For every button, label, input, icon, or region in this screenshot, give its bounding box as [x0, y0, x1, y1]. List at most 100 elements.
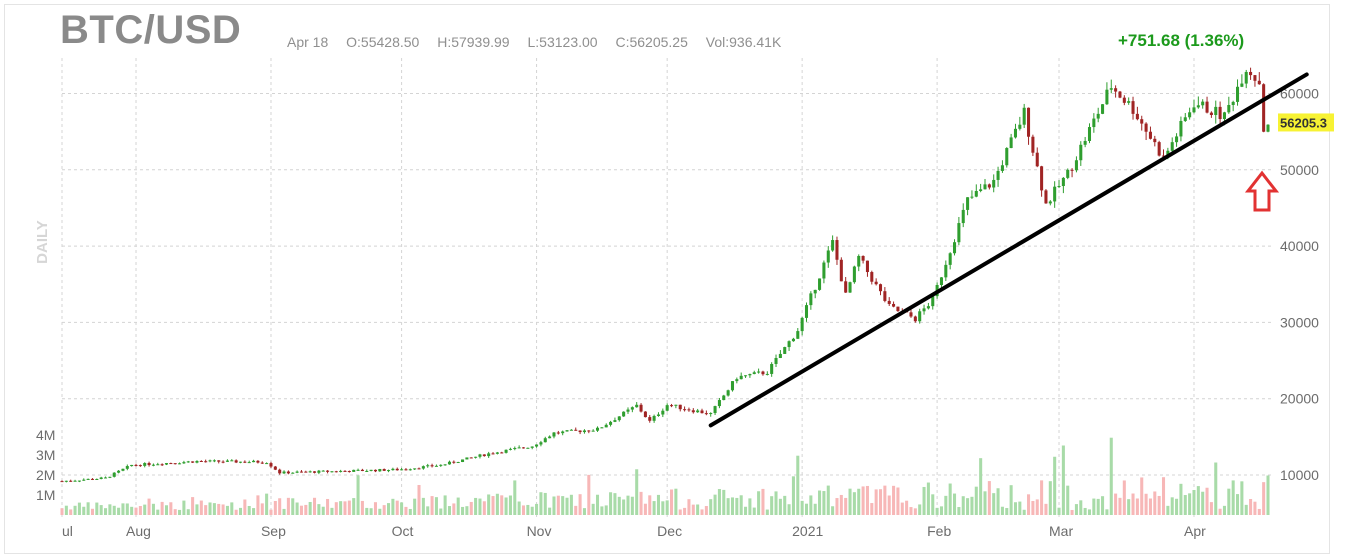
candle-body — [1157, 142, 1161, 156]
volume-bar — [504, 497, 508, 515]
candle-body — [286, 471, 290, 474]
volume-bar — [434, 497, 438, 515]
volume-bar — [700, 509, 704, 515]
volume-bar — [1074, 504, 1078, 515]
volume-bar — [974, 486, 978, 515]
candle-body — [1044, 190, 1048, 204]
volume-bar — [112, 505, 116, 515]
candle-body — [400, 469, 404, 471]
candle-body — [143, 463, 147, 466]
candle-body — [1048, 201, 1052, 204]
volume-bar — [787, 504, 791, 515]
candle-body — [970, 196, 974, 198]
x-tick-label: Dec — [657, 523, 682, 539]
candle-body — [334, 471, 338, 473]
candle-body — [726, 390, 730, 396]
volume-bar — [774, 491, 778, 515]
candle-body — [500, 452, 504, 454]
candle-body — [269, 463, 273, 467]
candle-body — [225, 460, 229, 462]
volume-bar — [804, 503, 809, 515]
volume-bar — [1083, 507, 1087, 515]
volume-bar — [217, 503, 221, 515]
volume-bar — [1170, 497, 1174, 515]
candle-body — [465, 457, 469, 460]
volume-bar — [909, 507, 913, 515]
volume-bar — [282, 508, 286, 515]
volume-bar — [844, 497, 848, 515]
candle-body — [661, 410, 665, 415]
candle-body — [404, 469, 408, 471]
volume-bar — [630, 496, 634, 515]
volume-bar — [1161, 477, 1166, 515]
candle-body — [112, 472, 116, 477]
x-tick-label: Aug — [126, 523, 151, 539]
ohlc-date: Apr 18 — [287, 34, 329, 50]
y-tick-label: 60000 — [1280, 86, 1319, 102]
volume-bar — [818, 490, 822, 515]
volume-bar — [430, 496, 434, 515]
candle-body — [1031, 136, 1035, 153]
volume-bar — [722, 489, 726, 515]
candle-body — [430, 465, 434, 467]
candle-body — [1179, 120, 1183, 137]
candle-body — [687, 409, 691, 411]
volume-bar — [848, 488, 852, 515]
volume-bar — [265, 493, 269, 515]
volume-bar — [343, 501, 347, 515]
candle-body — [1240, 83, 1244, 87]
candle-body — [60, 481, 64, 483]
volume-bar — [1035, 499, 1039, 515]
candle-body — [709, 413, 713, 415]
volume-bar — [826, 485, 830, 515]
candle-body — [1005, 148, 1009, 166]
volume-bar — [513, 480, 517, 515]
candle-body — [617, 416, 621, 421]
volume-bar — [443, 495, 447, 515]
volume-bar — [678, 509, 682, 515]
candle-body — [1074, 160, 1078, 171]
volume-bar — [278, 498, 282, 515]
candle-body — [761, 371, 765, 375]
candle-body — [678, 404, 682, 410]
volume-bar — [783, 495, 787, 515]
candle-body — [456, 462, 460, 464]
volume-bar — [130, 506, 134, 515]
volume-bar — [565, 497, 569, 515]
volume-bar — [260, 503, 264, 515]
x-tick-label: Mar — [1049, 523, 1073, 539]
volume-bar — [304, 504, 308, 515]
volume-bar — [273, 500, 277, 515]
volume-bar — [569, 494, 573, 515]
candle-body — [1231, 101, 1235, 105]
x-tick-label: Feb — [927, 523, 951, 539]
candle-body — [896, 306, 900, 312]
candle-body — [791, 338, 795, 342]
volume-bar — [961, 496, 965, 515]
volume-bar — [670, 489, 674, 515]
volume-bar — [182, 500, 186, 515]
candle-body — [452, 461, 456, 463]
candle-body — [595, 427, 600, 431]
volume-bar — [539, 492, 543, 515]
y-tick-label: 10000 — [1280, 467, 1319, 483]
candle-body — [447, 461, 452, 465]
volume-bar — [604, 505, 608, 515]
last-price-label: 56205.3 — [1280, 115, 1327, 130]
candle-body — [735, 379, 739, 382]
candle-body — [295, 471, 299, 473]
volume-bar — [687, 499, 691, 515]
candle-body — [939, 277, 943, 286]
x-tick-label: Oct — [392, 523, 414, 539]
volume-bar — [674, 488, 678, 515]
candle-body — [717, 400, 721, 407]
candle-body — [304, 471, 308, 473]
volume-bar — [809, 495, 813, 515]
volume-bar — [295, 502, 299, 515]
candle-body — [639, 404, 643, 412]
volume-bar — [121, 503, 125, 515]
x-tick-label: Sep — [261, 523, 286, 539]
volume-bar — [892, 485, 896, 515]
volume-bar — [713, 494, 717, 515]
